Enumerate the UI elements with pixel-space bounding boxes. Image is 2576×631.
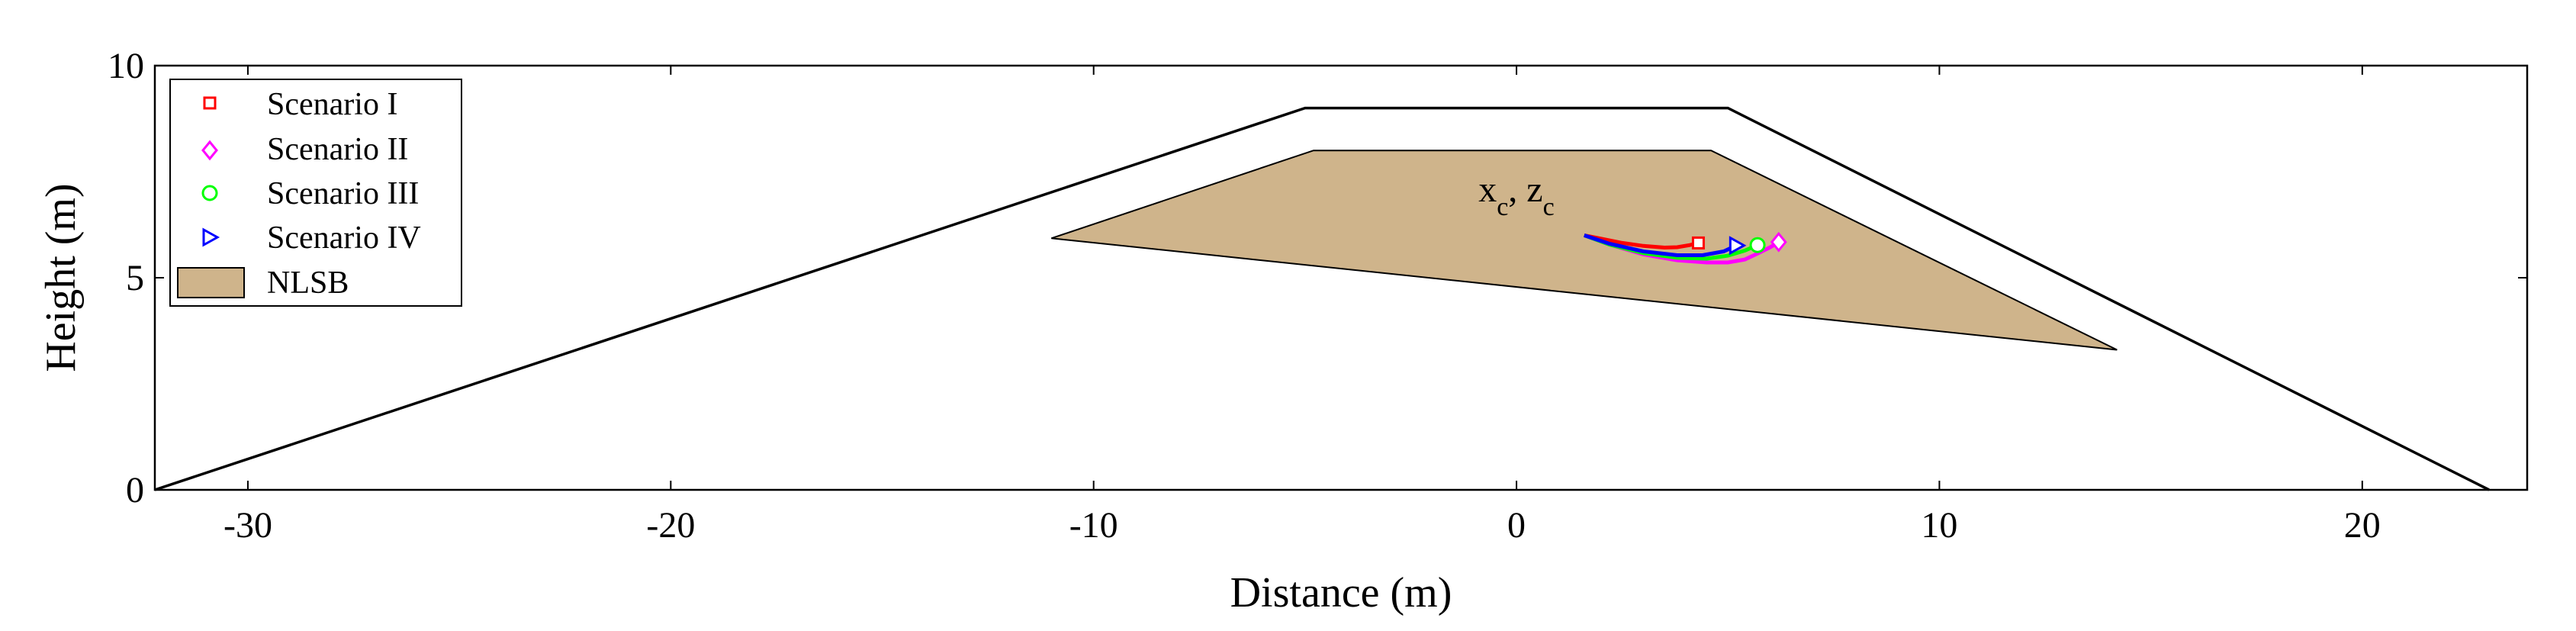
x-tick-label: -10	[1069, 505, 1118, 546]
series-marker-scenario-ii	[1770, 231, 1787, 253]
x-tick-label: 0	[1507, 505, 1526, 546]
legend-item-scenario-iii: Scenario III	[201, 176, 419, 211]
legend-label-scenario-iv: Scenario IV	[267, 221, 421, 256]
annotation-z: z	[1526, 169, 1542, 210]
x-tick-label: 10	[1921, 505, 1957, 546]
x-tick-label: -20	[646, 505, 695, 546]
series-marker-scenario-iv	[1729, 236, 1747, 256]
nlsb-layer	[1050, 150, 2118, 351]
series-marker-scenario-i	[1691, 236, 1705, 250]
series-line-scenario-iv	[1584, 233, 1738, 257]
tick-layer: -30 -20 -10 0 10 20 0 5 10	[108, 46, 2527, 546]
x-tick-label: 20	[2344, 505, 2381, 546]
legend-marker-circle	[201, 185, 218, 201]
y-tick-label: 10	[108, 46, 144, 86]
legend-item-scenario-iv: Scenario IV	[202, 221, 421, 256]
legend-marker-square	[203, 96, 217, 110]
annotation-separator: ,	[1508, 169, 1526, 210]
annotation-x: x	[1478, 169, 1497, 210]
legend-item-scenario-ii: Scenario II	[201, 132, 408, 167]
series-marker-scenario-iii	[1749, 237, 1766, 253]
levee-layer	[154, 106, 2490, 491]
legend-label-scenario-ii: Scenario II	[267, 132, 408, 167]
legend: Scenario I Scenario II Scenario III Scen…	[169, 79, 462, 307]
annotation-x-subscript: c	[1497, 193, 1508, 221]
y-axis-label: Height (m)	[37, 183, 85, 372]
annotation-z-subscript: c	[1543, 193, 1555, 221]
legend-marker-diamond	[201, 140, 218, 161]
x-axis-label: Distance (m)	[1230, 569, 1452, 617]
nlsb-polygon	[1050, 150, 2118, 351]
legend-marker-triangle	[202, 227, 220, 247]
y-tick-label: 0	[126, 470, 144, 510]
legend-swatch-nlsb	[177, 267, 245, 298]
levee-outline	[154, 106, 2490, 491]
legend-item-nlsb: NLSB	[177, 266, 349, 301]
legend-label-nlsb: NLSB	[267, 266, 349, 301]
x-tick-label: -30	[224, 505, 272, 546]
legend-label-scenario-iii: Scenario III	[267, 176, 419, 211]
series-layer	[1583, 231, 1787, 265]
legend-label-scenario-i: Scenario I	[267, 87, 397, 122]
y-tick-label: 5	[126, 258, 144, 298]
legend-item-scenario-i: Scenario I	[203, 87, 397, 122]
centroid-annotation: xc, zc	[1478, 169, 1555, 221]
series-line-scenario-i	[1584, 233, 1700, 250]
plot-background	[155, 66, 2527, 490]
